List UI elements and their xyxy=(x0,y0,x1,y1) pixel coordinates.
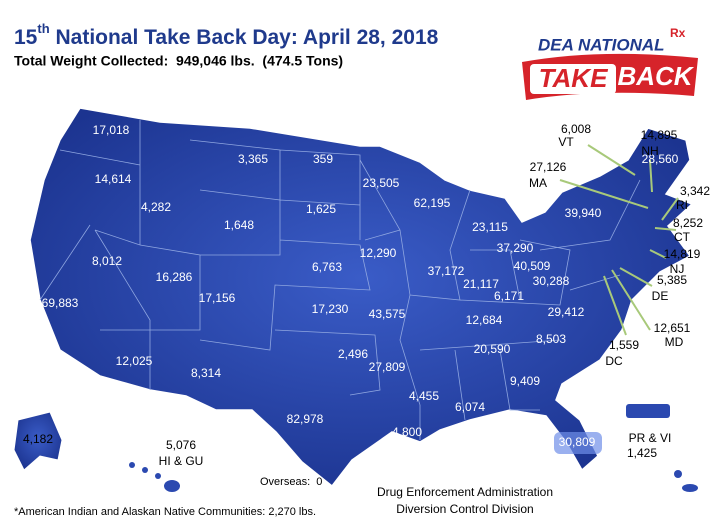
logo-rx: Rx xyxy=(670,26,686,40)
state-value: 3,342 xyxy=(680,184,710,198)
agency-line2: Diversion Control Division xyxy=(396,502,533,516)
state-value: 17,018 xyxy=(93,123,130,137)
state-value: 8,012 xyxy=(92,254,122,268)
state-value: 5,385 xyxy=(657,273,687,287)
overseas: Overseas: 0 xyxy=(260,476,322,488)
state-value: 62,195 xyxy=(414,196,451,210)
state-value: 8,314 xyxy=(191,366,221,380)
state-value: 30,809 xyxy=(559,435,596,449)
state-value: 21,117 xyxy=(463,277,499,291)
state-abbr: VT xyxy=(558,135,574,149)
state-value: 43,575 xyxy=(369,307,406,321)
state-value: 14,614 xyxy=(95,172,132,186)
note: *American Indian and Alaskan Native Comm… xyxy=(14,506,316,518)
state-value: 8,252 xyxy=(673,216,703,230)
state-value: 69,883 xyxy=(42,296,79,310)
state-value: 1,625 xyxy=(306,202,336,216)
leader-lines xyxy=(559,144,679,336)
state-value: 27,126 xyxy=(530,160,567,174)
state-value: 82,978 xyxy=(287,412,324,426)
us-map xyxy=(13,107,698,492)
state-value: 359 xyxy=(313,152,333,166)
state-value: 1,425 xyxy=(627,446,657,460)
puerto-rico xyxy=(626,404,698,492)
state-value: 5,076 xyxy=(166,438,196,452)
state-value: 23,115 xyxy=(472,220,508,234)
hawaii xyxy=(129,462,180,492)
state-value: 4,182 xyxy=(23,432,53,446)
logo-back: BACK xyxy=(617,61,694,91)
state-abbr: MD xyxy=(665,335,684,349)
state-value: 14,895 xyxy=(641,128,678,142)
state-abbr: NJ xyxy=(670,262,685,276)
agency-line1: Drug Enforcement Administration xyxy=(377,485,553,499)
logo-line1: DEA NATIONAL xyxy=(538,35,665,54)
subtitle: Total Weight Collected: 949,046 lbs. (47… xyxy=(14,53,343,69)
state-abbr: DE xyxy=(652,289,669,303)
state-value: 12,025 xyxy=(116,354,153,368)
title: 15th National Take Back Day: April 28, 2… xyxy=(14,21,439,48)
state-value: 4,800 xyxy=(392,425,422,439)
state-value: 6,763 xyxy=(312,260,342,274)
state-value: 29,412 xyxy=(548,305,585,319)
alaska xyxy=(13,411,63,471)
title-prefix: 15 xyxy=(14,26,38,49)
state-value: 4,282 xyxy=(141,200,171,214)
state-abbr: RI xyxy=(676,198,688,212)
state-value: 12,684 xyxy=(466,313,503,327)
state-value: 20,590 xyxy=(474,342,511,356)
state-value: 8,503 xyxy=(536,332,566,346)
state-value: 4,455 xyxy=(409,389,439,403)
logo-take: TAKE xyxy=(539,63,609,93)
state-value: 1,648 xyxy=(224,218,254,232)
state-value: 37,172 xyxy=(428,264,465,278)
state-abbr: MA xyxy=(529,176,547,190)
state-value: 12,290 xyxy=(360,246,397,260)
state-value: 23,505 xyxy=(363,176,400,190)
state-value: 6,074 xyxy=(455,400,485,414)
state-value: 9,409 xyxy=(510,374,540,388)
state-abbr: HI & GU xyxy=(159,454,204,468)
title-sup: th xyxy=(37,21,49,36)
state-value: 14,819 xyxy=(664,247,701,261)
state-abbr: CT xyxy=(674,230,691,244)
state-value: 17,156 xyxy=(199,291,236,305)
fl-highlight xyxy=(554,432,602,454)
state-abbr: DC xyxy=(605,354,623,368)
state-value: 16,286 xyxy=(156,270,193,284)
state-value: 1,559 xyxy=(609,338,639,352)
title-rest: National Take Back Day: April 28, 2018 xyxy=(50,26,439,49)
logo: DEA NATIONAL Rx TAKE BACK xyxy=(522,26,698,100)
state-value: 40,509 xyxy=(514,259,551,273)
state-value: 3,365 xyxy=(238,152,268,166)
state-abbr: NH xyxy=(641,144,658,158)
state-value: 27,809 xyxy=(369,360,406,374)
state-abbr: PR & VI xyxy=(629,431,672,445)
state-value: 17,230 xyxy=(312,302,349,316)
state-value: 6,171 xyxy=(494,289,524,303)
state-value: 37,290 xyxy=(497,241,534,255)
state-value: 39,940 xyxy=(565,206,602,220)
logo-take-box xyxy=(530,64,616,94)
state-value: 6,008 xyxy=(561,122,591,136)
state-value: 28,560 xyxy=(642,152,679,166)
state-value: 30,288 xyxy=(533,274,570,288)
state-value: 12,651 xyxy=(654,321,691,335)
contiguous-us xyxy=(29,107,694,488)
state-value: 2,496 xyxy=(338,347,368,361)
